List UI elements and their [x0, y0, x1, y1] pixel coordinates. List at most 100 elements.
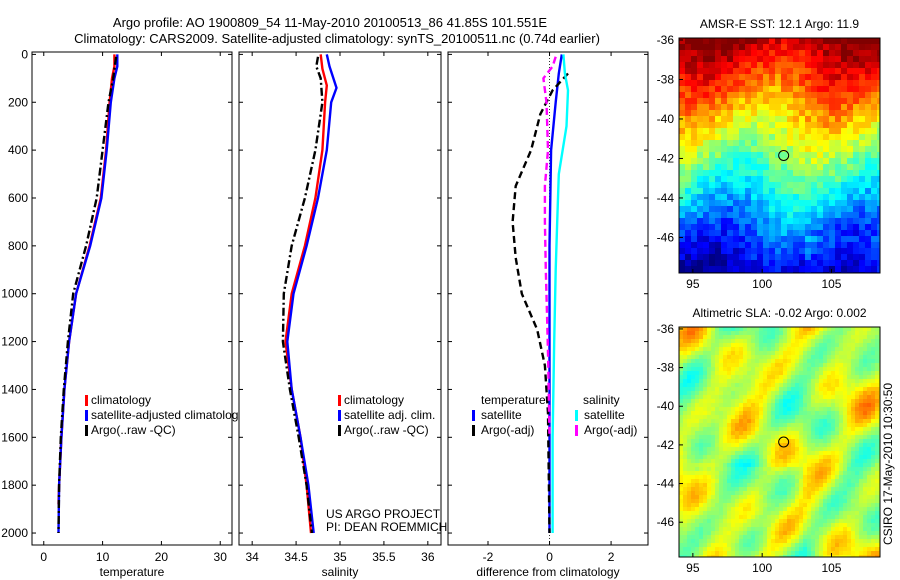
sla_map-cell	[683, 331, 687, 335]
sst_map-cell	[805, 206, 811, 212]
sla_map-cell	[815, 459, 819, 463]
sst_map-cell	[817, 56, 823, 62]
sla_map-cell	[847, 535, 851, 539]
sla_map-cell	[835, 359, 839, 363]
sst_map-cell	[829, 266, 835, 272]
sst_map-xtick-label: 95	[686, 277, 700, 291]
sla_map-cell	[807, 467, 811, 471]
sla_map-cell	[771, 407, 775, 411]
sla_map-cell	[859, 383, 863, 387]
sla_map-cell	[783, 335, 787, 339]
sst_map-cell	[877, 248, 880, 254]
sla_map-cell	[731, 555, 735, 557]
sla_map-cell	[827, 327, 831, 331]
sla_map-cell	[843, 415, 847, 419]
sla_map-cell	[735, 347, 739, 351]
sla_map-cell	[715, 491, 719, 495]
sst_map-cell	[853, 176, 859, 182]
sla_map-cell	[787, 419, 791, 423]
sla_map-cell	[819, 539, 823, 543]
sla_map-cell	[755, 399, 759, 403]
sla_map-cell	[815, 347, 819, 351]
sla_map-cell	[731, 531, 735, 535]
sst_map-cell	[751, 56, 757, 62]
sla_map-cell	[759, 491, 763, 495]
sst_map-cell	[835, 152, 841, 158]
sla_map-cell	[835, 387, 839, 391]
sst_map-cell	[709, 38, 715, 44]
sla_map-cell	[763, 523, 767, 527]
sst_map-cell	[727, 170, 733, 176]
sla_map-cell	[867, 507, 871, 511]
sla_map-cell	[763, 359, 767, 363]
sla_map-cell	[747, 391, 751, 395]
sla_map-cell	[815, 515, 819, 519]
sst_map-cell	[757, 62, 763, 68]
sla_map-cell	[715, 379, 719, 383]
sla_map-cell	[735, 467, 739, 471]
sla_map-cell	[851, 447, 855, 451]
sla_map-cell	[811, 359, 815, 363]
sla_map-cell	[683, 351, 687, 355]
sla_map-cell	[855, 535, 859, 539]
sla_map-cell	[871, 515, 875, 519]
sla_map-cell	[815, 391, 819, 395]
sla_map-cell	[691, 435, 695, 439]
sla_map-cell	[867, 355, 871, 359]
sst_map-cell	[769, 122, 775, 128]
sst_map-cell	[721, 92, 727, 98]
sla_map-cell	[843, 483, 847, 487]
sst_map-cell	[727, 152, 733, 158]
sst_map-cell	[685, 122, 691, 128]
sla_map-cell	[775, 523, 779, 527]
sla_map-cell	[683, 531, 687, 535]
sla_map-cell	[723, 495, 727, 499]
sst_map-cell	[817, 110, 823, 116]
sla_map-cell	[875, 431, 879, 435]
sst_map-cell	[853, 188, 859, 194]
sla_map-cell	[723, 531, 727, 535]
sla_map-cell	[799, 371, 803, 375]
sla_map-cell	[851, 523, 855, 527]
sla_map-cell	[835, 391, 839, 395]
sla_map-cell	[763, 439, 767, 443]
sla_map-cell	[863, 331, 867, 335]
sst_map-cell	[745, 62, 751, 68]
sla_map-cell	[871, 487, 875, 491]
sst_map-cell	[697, 44, 703, 50]
sla_map-cell	[823, 443, 827, 447]
sla_map-cell	[723, 423, 727, 427]
sla_map-cell	[823, 483, 827, 487]
sst_map-cell	[757, 80, 763, 86]
sla_map-cell	[687, 387, 691, 391]
sla_map-cell	[691, 527, 695, 531]
sst_map-cell	[697, 62, 703, 68]
sla_map-cell	[779, 407, 783, 411]
sst_map-cell	[769, 194, 775, 200]
sla_map-cell	[823, 407, 827, 411]
sla_map-cell	[731, 395, 735, 399]
sla_map-cell	[739, 455, 743, 459]
sla_map-cell	[779, 491, 783, 495]
sst_map-cell	[853, 170, 859, 176]
sla_map-cell	[775, 475, 779, 479]
sla_map-cell	[771, 555, 775, 557]
sla_map-cell	[783, 539, 787, 543]
sla_map-cell	[751, 367, 755, 371]
sla_map-cell	[867, 331, 871, 335]
sst_map-cell	[745, 230, 751, 236]
sla_map-cell	[795, 527, 799, 531]
sla_map-cell	[687, 443, 691, 447]
sla_map-cell	[851, 483, 855, 487]
sla_map-cell	[771, 343, 775, 347]
sst_map-cell	[865, 254, 871, 260]
sla_map-cell	[755, 347, 759, 351]
sla_map-cell	[707, 327, 711, 331]
sst_map-cell	[679, 92, 685, 98]
sla_map-cell	[851, 463, 855, 467]
sla_map-cell	[719, 551, 723, 555]
sst_map-cell	[763, 44, 769, 50]
sst_map-cell	[859, 74, 865, 80]
temperature-ytick-label: 400	[8, 143, 28, 157]
sla_map-cell	[691, 379, 695, 383]
